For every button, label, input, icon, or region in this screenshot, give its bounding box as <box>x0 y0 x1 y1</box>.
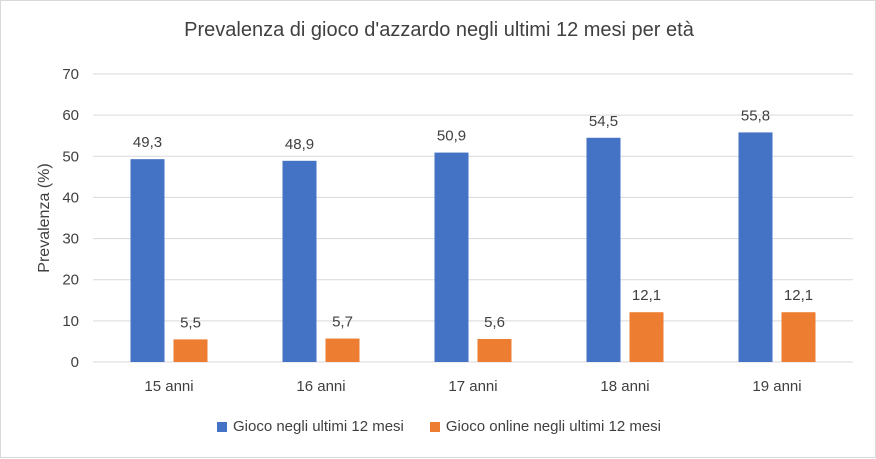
x-tick-label: 16 anni <box>296 378 345 395</box>
y-tick-label: 30 <box>62 231 79 248</box>
bar-series-1 <box>282 160 317 362</box>
data-label: 54,5 <box>589 113 618 130</box>
y-tick-label: 40 <box>62 189 79 206</box>
data-label: 50,9 <box>437 128 466 145</box>
data-label: 12,1 <box>632 287 661 304</box>
data-label: 12,1 <box>784 287 813 304</box>
data-label: 49,3 <box>133 134 162 151</box>
data-label: 55,8 <box>741 107 770 124</box>
legend-label-series-2: Gioco online negli ultimi 12 mesi <box>445 418 661 435</box>
bar-series-1 <box>738 132 773 362</box>
bar-series-1 <box>130 159 165 362</box>
bar-series-2 <box>629 312 664 362</box>
legend-label-series-1: Gioco negli ultimi 12 mesi <box>232 418 404 435</box>
y-tick-label: 20 <box>62 272 79 289</box>
x-tick-label: 19 anni <box>752 378 801 395</box>
bar-series-1 <box>586 137 621 362</box>
bar-series-2 <box>325 338 360 362</box>
y-tick-label: 10 <box>62 313 79 330</box>
y-axis-title: Prevalenza (%) <box>36 163 53 272</box>
data-label: 5,6 <box>484 314 505 331</box>
legend-swatch-series-1 <box>216 421 227 432</box>
bar-series-1 <box>434 152 469 362</box>
chart-legend: Gioco negli ultimi 12 mesi Gioco online … <box>1 418 876 435</box>
legend-item-series-2: Gioco online negli ultimi 12 mesi <box>429 418 661 435</box>
legend-item-series-1: Gioco negli ultimi 12 mesi <box>216 418 404 435</box>
y-tick-label: 0 <box>71 354 79 371</box>
data-label: 5,5 <box>180 314 201 331</box>
chart-title: Prevalenza di gioco d'azzardo negli ulti… <box>184 19 694 41</box>
y-tick-label: 60 <box>62 107 79 124</box>
bar-series-2 <box>173 339 208 362</box>
bar-series-2 <box>781 312 816 362</box>
x-tick-label: 15 anni <box>144 378 193 395</box>
y-tick-label: 50 <box>62 148 79 165</box>
legend-swatch-series-2 <box>429 421 440 432</box>
data-label: 48,9 <box>285 136 314 153</box>
y-tick-label: 70 <box>62 66 79 83</box>
x-tick-label: 17 anni <box>448 378 497 395</box>
data-label: 5,7 <box>332 314 353 331</box>
x-tick-label: 18 anni <box>600 378 649 395</box>
bar-series-2 <box>477 338 512 362</box>
